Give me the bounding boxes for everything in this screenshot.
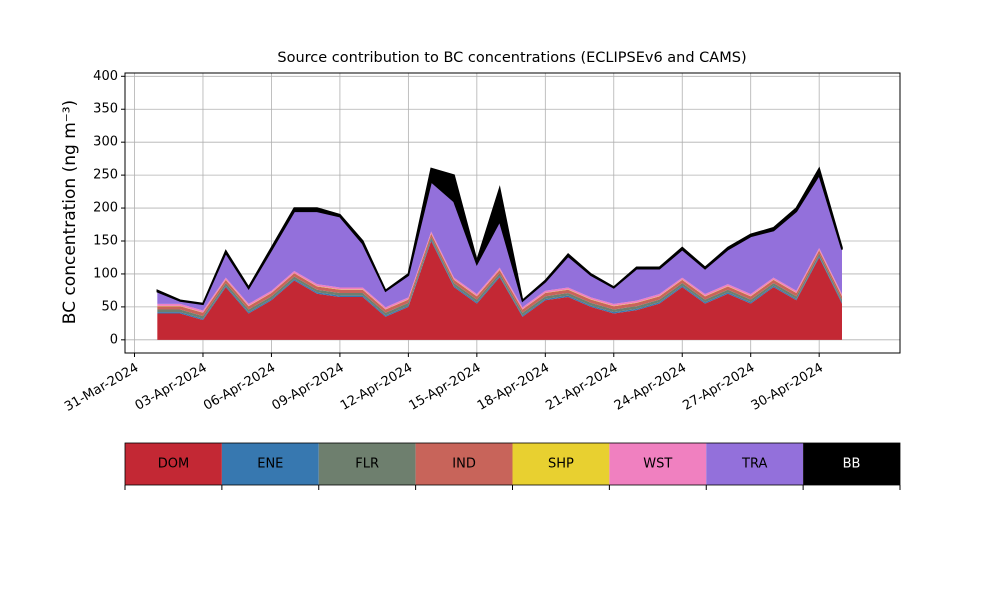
y-tick-label: 0	[110, 332, 118, 347]
legend-swatch	[706, 443, 804, 485]
area-tra	[157, 175, 842, 311]
x-tick-label: 31-Mar-2024	[62, 361, 141, 415]
y-axis-label: BC concentration (ng m⁻³)	[60, 100, 80, 324]
x-tick-label: 06-Apr-2024	[201, 361, 278, 414]
x-tick-label: 24-Apr-2024	[612, 361, 689, 414]
legend-swatch	[803, 443, 900, 485]
area-dom	[157, 241, 842, 340]
legend-label: SHP	[548, 457, 574, 472]
x-tick-label: 27-Apr-2024	[680, 361, 757, 414]
legend-label: ENE	[257, 457, 283, 472]
plot-frame	[124, 72, 901, 354]
legend-swatch	[125, 443, 222, 485]
area-bb	[156, 166, 843, 306]
y-tick-label: 400	[93, 69, 118, 84]
legend-swatch	[318, 443, 416, 485]
area-wst	[157, 231, 842, 313]
legend-label: DOM	[158, 457, 189, 472]
legend-swatch	[415, 443, 513, 485]
x-tick-label: 03-Apr-2024	[133, 361, 210, 414]
x-tick-label: 21-Apr-2024	[543, 361, 620, 414]
legend-label: WST	[643, 457, 672, 472]
y-tick-label: 50	[101, 299, 118, 314]
x-tick-label: 09-Apr-2024	[270, 361, 347, 414]
area-ene	[157, 239, 842, 321]
y-tick-label: 300	[93, 135, 118, 150]
x-tick-label: 18-Apr-2024	[475, 361, 552, 414]
area-shp	[157, 233, 842, 313]
legend-swatch	[221, 443, 319, 485]
legend-label: TRA	[741, 457, 767, 472]
chart-title: Source contribution to BC concentrations…	[277, 50, 746, 66]
legend-swatch	[609, 443, 707, 485]
y-tick-label: 150	[93, 234, 118, 249]
y-tick-label: 100	[93, 266, 118, 281]
legend-swatch	[512, 443, 610, 485]
legend-label: IND	[452, 457, 476, 472]
x-tick-label: 12-Apr-2024	[338, 361, 415, 414]
legend-label: FLR	[355, 457, 379, 472]
area-flr	[157, 237, 842, 319]
legend-label: BB	[843, 457, 861, 472]
y-tick-label: 200	[93, 201, 118, 216]
x-tick-label: 15-Apr-2024	[406, 361, 483, 414]
y-tick-label: 250	[93, 168, 118, 183]
x-tick-label: 30-Apr-2024	[749, 361, 826, 414]
y-tick-label: 350	[93, 102, 118, 117]
area-ind	[157, 233, 842, 317]
